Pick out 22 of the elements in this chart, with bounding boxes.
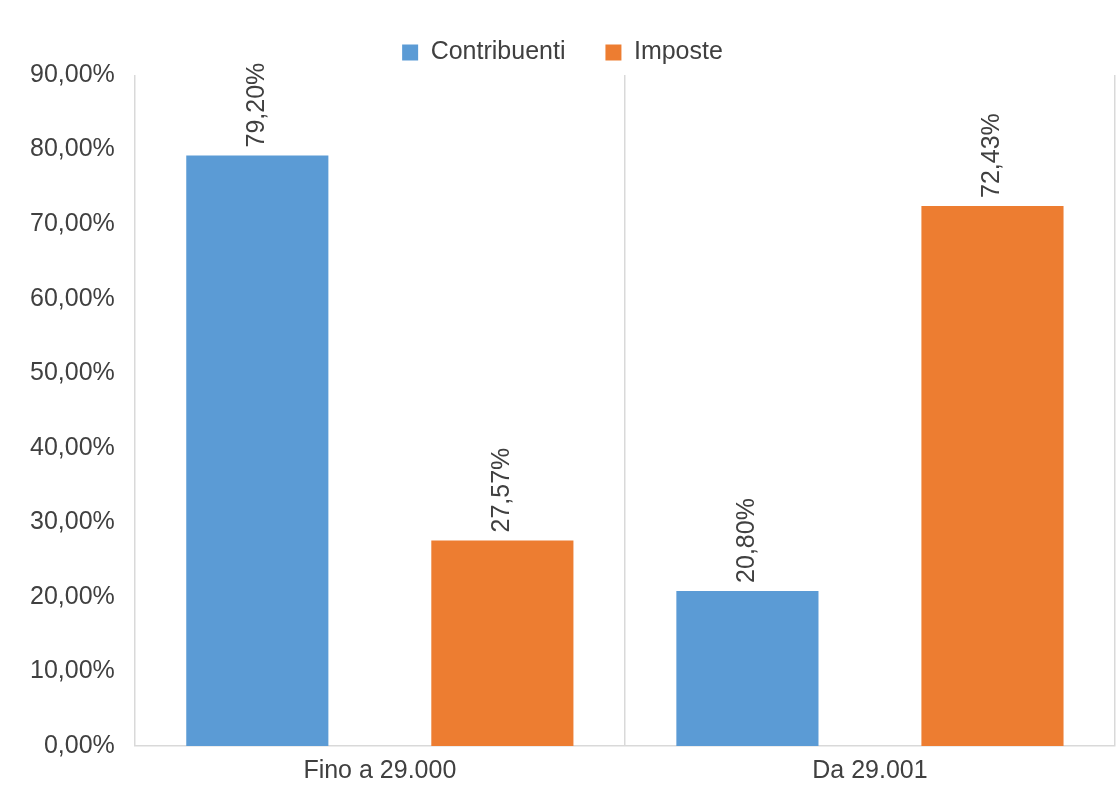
y-tick-label: 80,00% — [29, 133, 115, 162]
legend-label: Contribuenti — [430, 36, 566, 65]
y-tick-label: 50,00% — [29, 357, 115, 386]
y-tick-label: 40,00% — [29, 431, 115, 460]
data-label: 79,20% — [241, 62, 270, 148]
y-tick-label: 20,00% — [29, 580, 115, 609]
bar — [676, 590, 819, 746]
y-tick-label: 10,00% — [29, 655, 115, 684]
x-tick-label: Fino a 29.000 — [303, 754, 457, 783]
data-label: 27,57% — [486, 447, 515, 533]
bar — [921, 205, 1064, 746]
y-tick-label: 30,00% — [29, 506, 115, 535]
y-tick-label: 0,00% — [43, 729, 115, 758]
y-tick-label: 90,00% — [29, 58, 115, 87]
bar — [186, 155, 329, 746]
data-label: 20,80% — [731, 498, 760, 583]
x-tick-label: Da 29.001 — [812, 754, 928, 783]
data-label: 72,43% — [976, 113, 1005, 198]
y-tick-label: 70,00% — [29, 208, 115, 236]
bar — [431, 540, 574, 746]
y-tick-label: 60,00% — [29, 282, 115, 311]
legend-label: Imposte — [633, 36, 723, 65]
